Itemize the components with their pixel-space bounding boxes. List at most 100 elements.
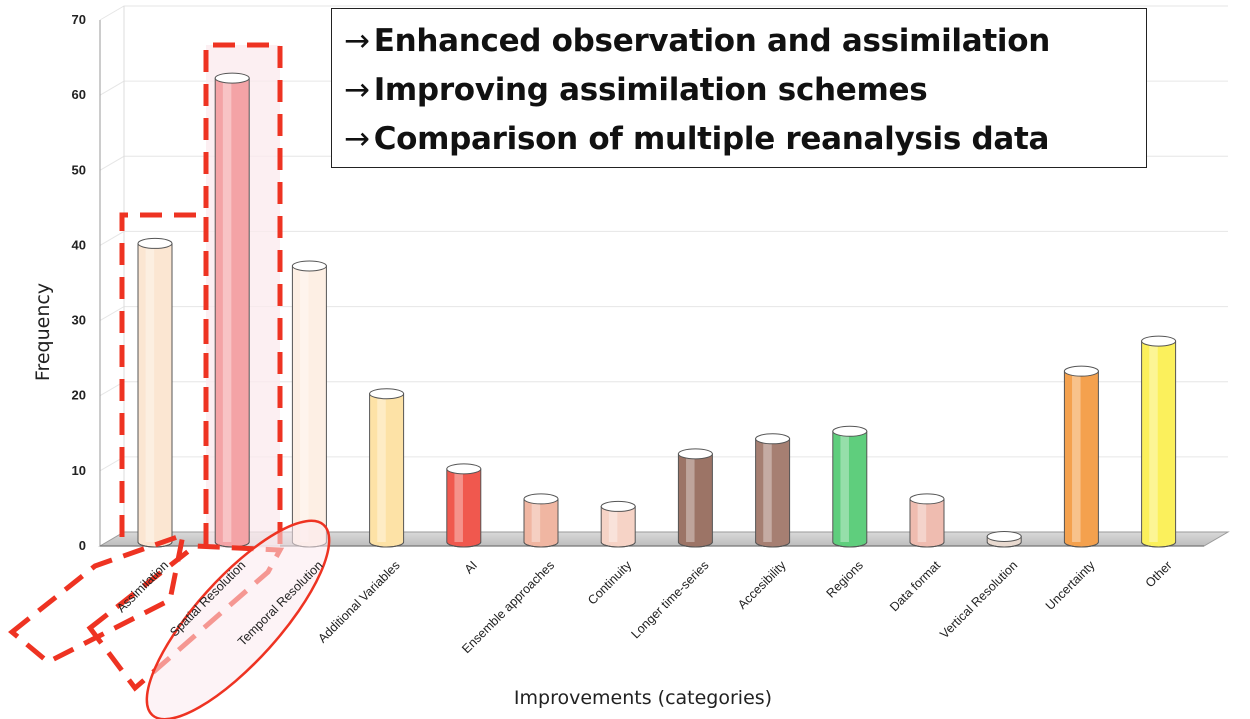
bar	[832, 425, 868, 548]
bar-body	[137, 242, 173, 548]
bar-top	[137, 237, 173, 249]
bar	[986, 530, 1022, 548]
bar	[1141, 335, 1177, 548]
y-tick-label: 30	[72, 313, 86, 328]
bar-highlight	[763, 438, 772, 542]
bar-body	[291, 265, 327, 548]
y-axis-title: Frequency	[32, 283, 54, 381]
bar-highlight	[145, 243, 155, 542]
annotation-line-3: → Comparison of multiple reanalysis data	[344, 115, 1146, 164]
bar-top	[446, 463, 482, 475]
bar-highlight	[840, 431, 849, 542]
bar	[446, 463, 482, 548]
bar-top	[369, 388, 405, 400]
y-tick-label: 60	[72, 87, 86, 102]
bar-highlight	[531, 498, 541, 542]
category-label: Vertical Resolution	[937, 558, 1020, 641]
bar-base	[446, 541, 482, 548]
highlight-frame-assimilation-label	[8, 531, 187, 665]
arrow-icon: →	[344, 72, 370, 108]
bar-highlight	[222, 78, 232, 542]
bar-base	[137, 541, 173, 548]
annotation-text-3: Comparison of multiple reanalysis data	[373, 121, 1050, 157]
bar-body	[523, 498, 559, 548]
bar-base	[832, 541, 868, 548]
x-axis-title: Improvements (categories)	[514, 687, 772, 709]
y-tick-label: 10	[72, 463, 86, 478]
bar-top	[909, 493, 945, 505]
highlight-frame-spatial-label	[86, 543, 285, 692]
bar-body	[677, 453, 713, 548]
y-tick-label: 70	[72, 12, 86, 27]
bar	[369, 388, 405, 548]
bar-base	[986, 541, 1022, 548]
bars	[137, 72, 1177, 548]
category-label: Additional Variables	[315, 558, 402, 645]
y-tick-labels: 0 10 20 30 40 50 60 70	[72, 12, 86, 553]
bar	[600, 500, 636, 548]
bar-body	[214, 77, 250, 548]
bar-body	[369, 393, 405, 548]
bar-top	[1063, 365, 1099, 377]
category-label: Accesibility	[735, 558, 789, 612]
bar-highlight	[454, 468, 463, 542]
bar-top	[755, 433, 791, 445]
bar-body	[909, 498, 945, 548]
category-label: Continuity	[585, 558, 635, 608]
annotation-line-1: → Enhanced observation and assimilation	[344, 17, 1146, 66]
bar-highlight	[608, 506, 618, 542]
category-label: Other	[1143, 558, 1175, 590]
annotation-line-2: → Improving assimilation schemes	[344, 66, 1146, 115]
category-label: Assimilation	[114, 558, 171, 615]
annotation-text-1: Enhanced observation and assimilation	[373, 23, 1051, 59]
y-tick-label: 50	[72, 162, 86, 177]
bar	[291, 260, 327, 548]
bar-highlight	[917, 498, 927, 542]
bar-highlight	[300, 265, 309, 542]
bar-body	[600, 505, 636, 548]
bar-body	[1141, 340, 1177, 548]
bar-top	[986, 530, 1022, 542]
bar-base	[909, 541, 945, 548]
y-tick-label: 0	[79, 538, 86, 553]
highlight-frames	[8, 42, 331, 719]
bar-highlight	[377, 393, 386, 542]
bar	[1063, 365, 1099, 548]
bar	[137, 237, 173, 548]
y-tick-label: 40	[72, 237, 86, 252]
arrow-icon: →	[344, 121, 370, 157]
arrow-icon: →	[344, 23, 370, 59]
highlight-frame-assimilation	[119, 212, 209, 548]
bar-body	[755, 438, 791, 548]
bar-highlight	[686, 453, 695, 542]
category-label: Longer time-series	[628, 558, 711, 641]
highlight-frame-spatial	[203, 42, 283, 548]
bar	[909, 493, 945, 548]
bar-body	[832, 430, 868, 548]
bar	[214, 72, 250, 548]
category-label: Uncertainty	[1043, 558, 1098, 613]
bar-top	[832, 425, 868, 437]
bar-body	[1063, 370, 1099, 548]
annotation-box: → Enhanced observation and assimilation →…	[331, 8, 1147, 168]
bar-top	[523, 493, 559, 505]
bar	[677, 448, 713, 548]
bar-highlight	[1149, 341, 1158, 542]
bar-top	[1141, 335, 1177, 347]
y-tick-label: 20	[72, 388, 86, 403]
bar-base	[523, 541, 559, 548]
annotation-text-2: Improving assimilation schemes	[373, 72, 928, 108]
bar-base	[1141, 541, 1177, 548]
bar-body	[446, 468, 482, 548]
category-label: Data format	[887, 558, 943, 614]
category-label: Regions	[824, 558, 866, 600]
bar-base	[677, 541, 713, 548]
bar-top	[600, 500, 636, 512]
bar-base	[369, 541, 405, 548]
bar-base	[1063, 541, 1099, 548]
highlight-ellipse-temporal	[145, 519, 331, 719]
bar-top	[677, 448, 713, 460]
bar-base	[755, 541, 791, 548]
bar-top	[214, 72, 250, 84]
